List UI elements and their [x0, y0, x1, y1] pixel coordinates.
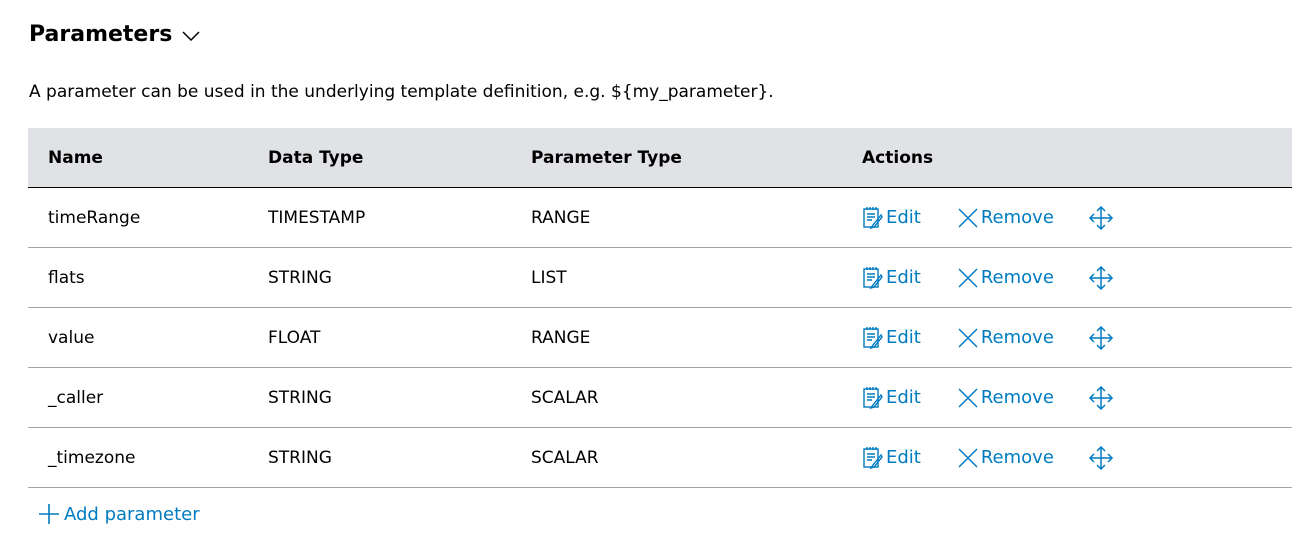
header-actions: Actions	[862, 128, 1292, 188]
cell-parameter-type: SCALAR	[531, 367, 862, 428]
cell-parameter-type: LIST	[531, 247, 862, 308]
cell-name: _timezone	[28, 427, 268, 488]
section-title[interactable]: Parameters	[29, 22, 200, 47]
move-icon	[1088, 205, 1113, 230]
edit-button[interactable]: Edit	[862, 326, 921, 350]
drag-handle[interactable]	[1088, 385, 1114, 411]
cell-data-type: TIMESTAMP	[268, 187, 531, 248]
close-icon	[958, 447, 978, 468]
header-data-type: Data Type	[268, 128, 531, 188]
table-row: flats STRING LIST Edit Remove	[28, 247, 1292, 308]
cell-parameter-type: RANGE	[531, 307, 862, 368]
edit-icon	[863, 446, 883, 469]
add-parameter-button[interactable]: Add parameter	[38, 503, 200, 525]
close-icon	[958, 207, 978, 228]
remove-button[interactable]: Remove	[957, 267, 1054, 289]
page-title: Parameters	[29, 22, 173, 47]
move-icon	[1088, 265, 1113, 290]
drag-handle[interactable]	[1088, 205, 1114, 231]
header-parameter-type: Parameter Type	[531, 128, 862, 188]
cell-parameter-type: RANGE	[531, 187, 862, 248]
drag-handle[interactable]	[1088, 445, 1114, 471]
close-icon	[958, 267, 978, 288]
move-icon	[1088, 385, 1113, 410]
cell-name: value	[28, 307, 268, 368]
header-name: Name	[28, 128, 268, 188]
cell-name: flats	[28, 247, 268, 308]
cell-name: _caller	[28, 367, 268, 428]
cell-data-type: FLOAT	[268, 307, 531, 368]
cell-actions: Edit Remove	[862, 307, 1292, 368]
close-icon	[958, 387, 978, 408]
move-icon	[1088, 445, 1113, 470]
edit-button[interactable]: Edit	[862, 206, 921, 230]
table-row: timeRange TIMESTAMP RANGE Edit Remove	[28, 187, 1292, 248]
cell-actions: Edit Remove	[862, 427, 1292, 488]
drag-handle[interactable]	[1088, 325, 1114, 351]
cell-actions: Edit Remove	[862, 247, 1292, 308]
add-parameter-label: Add parameter	[64, 503, 200, 525]
cell-actions: Edit Remove	[862, 187, 1292, 248]
plus-icon	[39, 504, 59, 524]
table-row: value FLOAT RANGE Edit Remove	[28, 307, 1292, 368]
edit-button[interactable]: Edit	[862, 446, 921, 470]
cell-data-type: STRING	[268, 427, 531, 488]
remove-button[interactable]: Remove	[957, 207, 1054, 229]
edit-button[interactable]: Edit	[862, 386, 921, 410]
section-description: A parameter can be used in the underlyin…	[29, 82, 774, 102]
remove-button[interactable]: Remove	[957, 387, 1054, 409]
cell-name: timeRange	[28, 187, 268, 248]
remove-button[interactable]: Remove	[957, 327, 1054, 349]
cell-parameter-type: SCALAR	[531, 427, 862, 488]
remove-button[interactable]: Remove	[957, 447, 1054, 469]
table-row: _caller STRING SCALAR Edit Remove	[28, 367, 1292, 428]
edit-icon	[863, 326, 883, 349]
close-icon	[958, 327, 978, 348]
cell-actions: Edit Remove	[862, 367, 1292, 428]
cell-data-type: STRING	[268, 367, 531, 428]
edit-icon	[863, 206, 883, 229]
edit-icon	[863, 386, 883, 409]
table-row: _timezone STRING SCALAR Edit Remove	[28, 427, 1292, 488]
drag-handle[interactable]	[1088, 265, 1114, 291]
parameters-table: Name Data Type Parameter Type Actions ti…	[28, 128, 1292, 488]
chevron-down-icon[interactable]	[182, 30, 200, 41]
move-icon	[1088, 325, 1113, 350]
edit-icon	[863, 266, 883, 289]
edit-button[interactable]: Edit	[862, 266, 921, 290]
cell-data-type: STRING	[268, 247, 531, 308]
